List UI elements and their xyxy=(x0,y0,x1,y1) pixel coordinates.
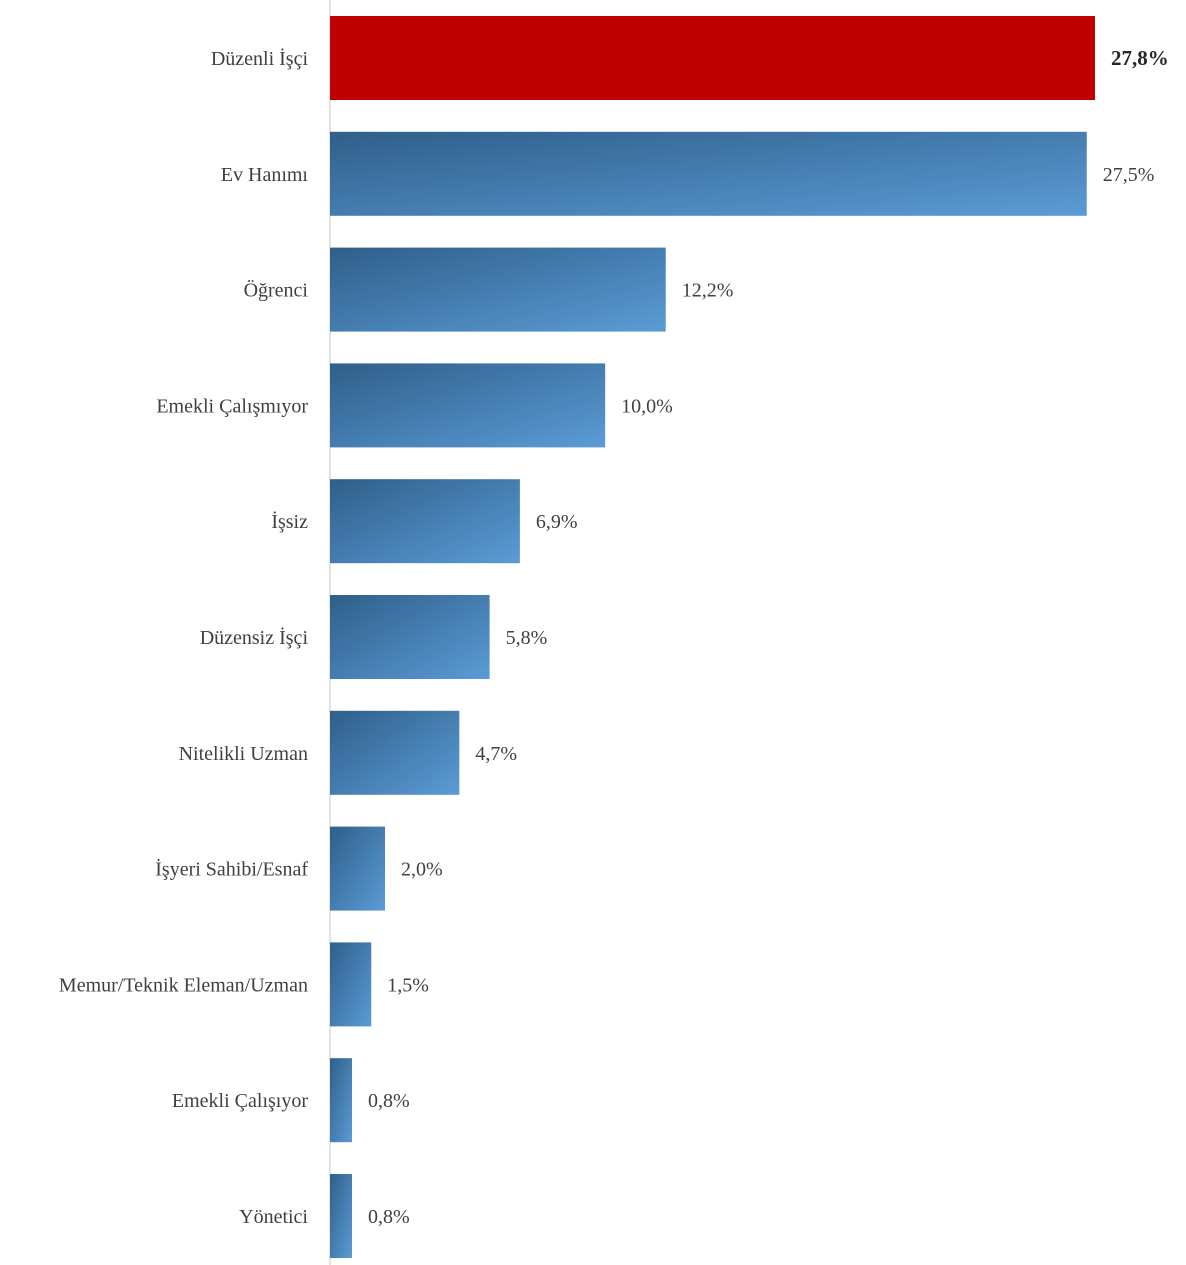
bar-ogrenci xyxy=(330,247,666,332)
bar-isyeri-sahibi-esnaf xyxy=(330,826,386,911)
bar-emekli-calisiyor xyxy=(330,1058,353,1143)
bars-group xyxy=(330,16,1095,1258)
category-label-memur-teknik-eleman-uzman: Memur/Teknik Eleman/Uzman xyxy=(59,974,308,996)
category-label-isyeri-sahibi-esnaf: İşyeri Sahibi/Esnaf xyxy=(155,858,308,881)
value-label-ev-hanimi: 27,5% xyxy=(1103,164,1155,186)
bar-duzenli-isci xyxy=(330,16,1095,100)
category-label-emekli-calismiyor: Emekli Çalışmıyor xyxy=(156,395,308,417)
value-label-emekli-calismiyor: 10,0% xyxy=(621,395,673,417)
value-label-duzenli-isci: 27,8% xyxy=(1111,46,1169,70)
value-labels-group: 27,8% 27,5% 12,2% 10,0% 6,9% 5,8% 4,7% 2,0% 1,5%… xyxy=(368,46,1169,1228)
bar-yonetici xyxy=(330,1174,353,1258)
value-label-issiz: 6,9% xyxy=(536,511,578,533)
value-label-nitelikli-uzman: 4,7% xyxy=(475,743,517,765)
value-label-emekli-calisiyor: 0,8% xyxy=(368,1090,410,1112)
bar-issiz xyxy=(330,479,520,564)
category-label-emekli-calisiyor: Emekli Çalışıyor xyxy=(172,1090,308,1112)
bar-ev-hanimi xyxy=(330,131,1087,216)
value-label-ogrenci: 12,2% xyxy=(682,280,734,302)
bar-emekli-calismiyor xyxy=(330,363,606,448)
value-label-yonetici: 0,8% xyxy=(368,1206,410,1228)
category-label-ev-hanimi: Ev Hanımı xyxy=(221,164,309,186)
category-label-duzensiz-isci: Düzensiz İşçi xyxy=(200,626,309,649)
category-labels-group: Düzenli İşçi Ev Hanımı Öğrenci Emekli Çalış… xyxy=(59,47,309,1228)
category-label-ogrenci: Öğrenci xyxy=(244,279,309,302)
category-label-issiz: İşsiz xyxy=(271,510,308,533)
bar-nitelikli-uzman xyxy=(330,710,460,795)
value-label-duzensiz-isci: 5,8% xyxy=(506,627,548,649)
bar-duzensiz-isci xyxy=(330,595,490,679)
category-label-nitelikli-uzman: Nitelikli Uzman xyxy=(179,743,308,765)
value-label-isyeri-sahibi-esnaf: 2,0% xyxy=(401,859,443,881)
bar-memur-teknik-eleman-uzman xyxy=(330,942,372,1027)
value-label-memur-teknik-eleman-uzman: 1,5% xyxy=(387,974,429,996)
category-label-yonetici: Yönetici xyxy=(239,1206,308,1228)
category-label-duzenli-isci: Düzenli İşçi xyxy=(211,47,309,70)
